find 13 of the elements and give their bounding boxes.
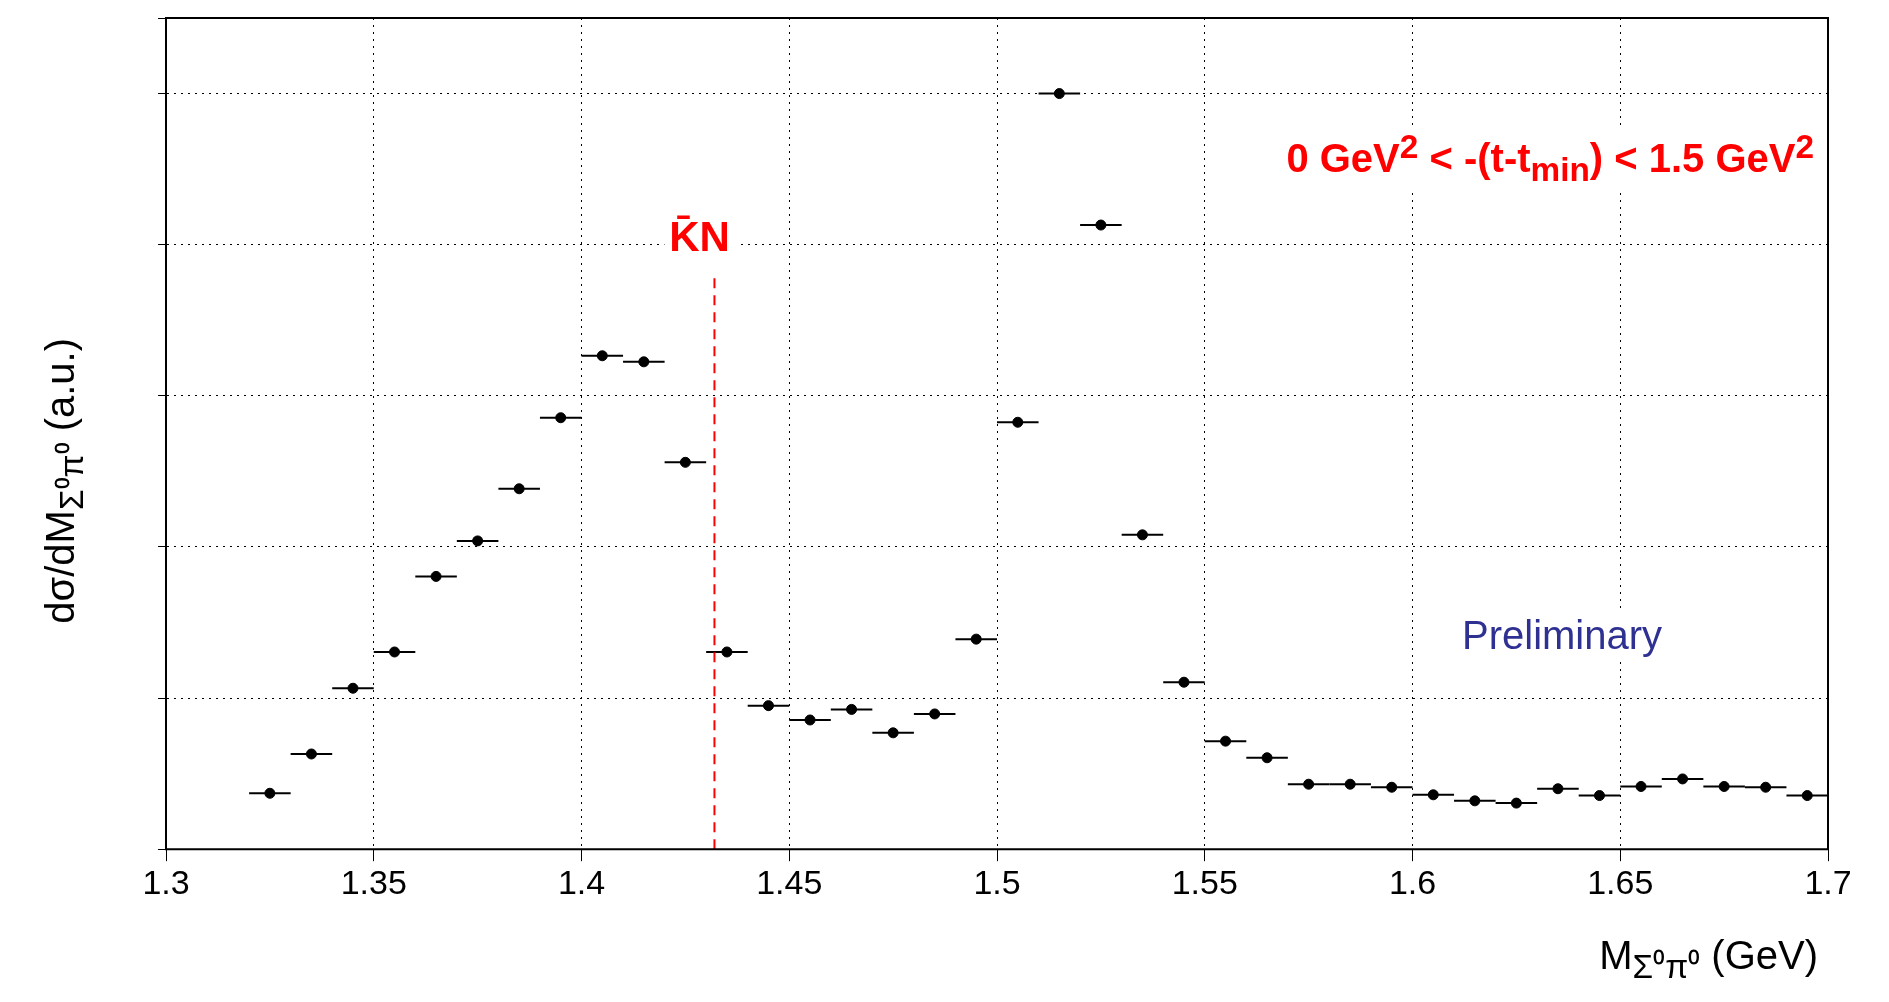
x-tick-label: 1.3 [142, 862, 190, 901]
x-tick-label: 1.7 [1804, 862, 1852, 901]
x-tick-label: 1.6 [1388, 862, 1437, 901]
annotation: 0 GeV$^{2}$ < -(t-t$_{min}$) < 1.5 GeV$^{2}$ [1282, 128, 1818, 190]
x-tick-label: 1.5 [973, 862, 1021, 901]
x-tick-label: 1.45 [756, 862, 823, 901]
annotation: Preliminary [1458, 613, 1667, 658]
x-tick-label: 1.35 [340, 862, 407, 901]
x-axis-title: M$_{Σ⁰π⁰}$ (GeV) [1599, 933, 1818, 987]
ref-line-label: K̄N [669, 212, 730, 260]
x-tick-label: 1.4 [557, 862, 606, 901]
x-tick-label: 1.55 [1171, 862, 1238, 901]
x-tick-label: 1.65 [1587, 862, 1654, 901]
